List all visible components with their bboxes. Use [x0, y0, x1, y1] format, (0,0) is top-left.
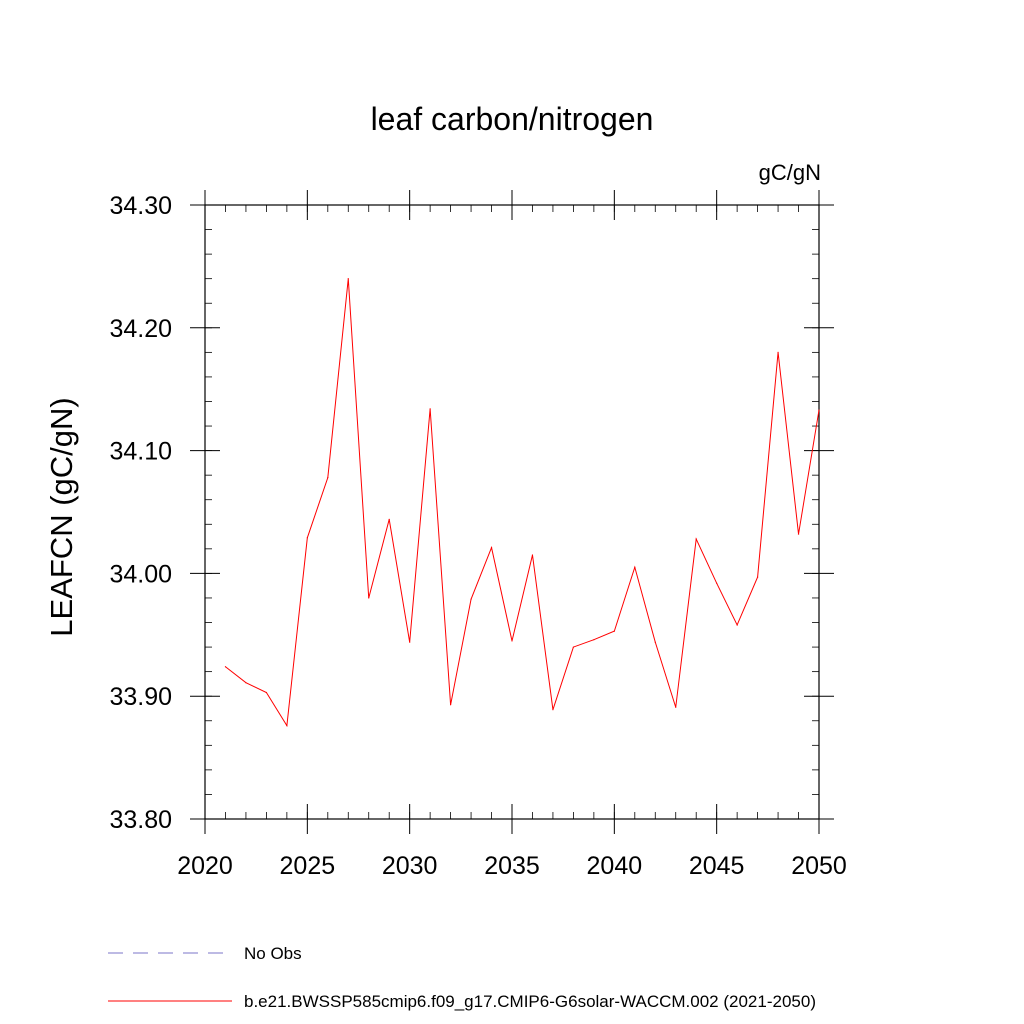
x-tick-label: 2035	[484, 852, 540, 880]
data-point	[327, 477, 329, 479]
data-point	[409, 641, 411, 643]
data-point	[265, 691, 267, 694]
data-point	[797, 533, 800, 535]
data-point	[286, 725, 288, 727]
data-point	[634, 566, 636, 568]
x-tick-label: 2050	[791, 852, 847, 880]
series-layer	[224, 278, 820, 728]
data-point	[716, 582, 718, 584]
data-point	[388, 518, 390, 520]
data-point	[572, 646, 575, 648]
data-point	[306, 537, 308, 539]
y-tick-label: 34.10	[109, 438, 172, 466]
data-point	[224, 666, 227, 668]
y-tick-label: 34.00	[109, 560, 172, 588]
data-point	[777, 351, 779, 353]
data-point	[552, 709, 554, 711]
x-tick-label: 2025	[280, 852, 336, 880]
data-point	[470, 598, 472, 600]
legend-label: No Obs	[244, 944, 302, 963]
series-line	[225, 278, 820, 728]
tick-labels: 2020 2025 2030 2035 2040 2045 2050 33.80 33.90 34…	[109, 192, 846, 880]
data-point	[593, 639, 595, 641]
data-point	[736, 624, 738, 626]
data-point	[245, 682, 247, 684]
data-point	[695, 538, 697, 540]
y-tick-label: 33.90	[109, 683, 172, 711]
minor-ticks	[204, 204, 820, 820]
y-tick-label: 33.80	[109, 806, 172, 834]
x-tick-label: 2020	[177, 852, 233, 880]
x-tick-label: 2030	[382, 852, 438, 880]
x-tick-label: 2045	[689, 852, 745, 880]
major-ticks	[190, 190, 834, 834]
y-tick-label: 34.30	[109, 192, 172, 220]
data-point	[368, 597, 370, 599]
data-point	[654, 641, 656, 643]
data-point	[613, 630, 615, 632]
y-axis-label: LEAFCN (gC/gN)	[44, 397, 79, 636]
units-label: gC/gN	[759, 160, 821, 185]
data-point	[675, 706, 677, 708]
data-point	[490, 547, 493, 549]
data-point	[450, 704, 452, 706]
data-point	[511, 640, 513, 642]
y-tick-label: 34.20	[109, 315, 172, 343]
legend-label: b.e21.BWSSP585cmip6.f09_g17.CMIP6-G6sola…	[244, 992, 816, 1011]
data-point	[531, 554, 534, 556]
data-point	[757, 576, 759, 578]
legend: No Obs b.e21.BWSSP585cmip6.f09_g17.CMIP6-…	[108, 944, 816, 1011]
data-point	[429, 408, 431, 410]
plot-frame	[204, 204, 820, 820]
x-tick-label: 2040	[587, 852, 643, 880]
chart-title: leaf carbon/nitrogen	[371, 101, 654, 137]
data-point	[818, 409, 820, 411]
data-point	[347, 278, 349, 280]
